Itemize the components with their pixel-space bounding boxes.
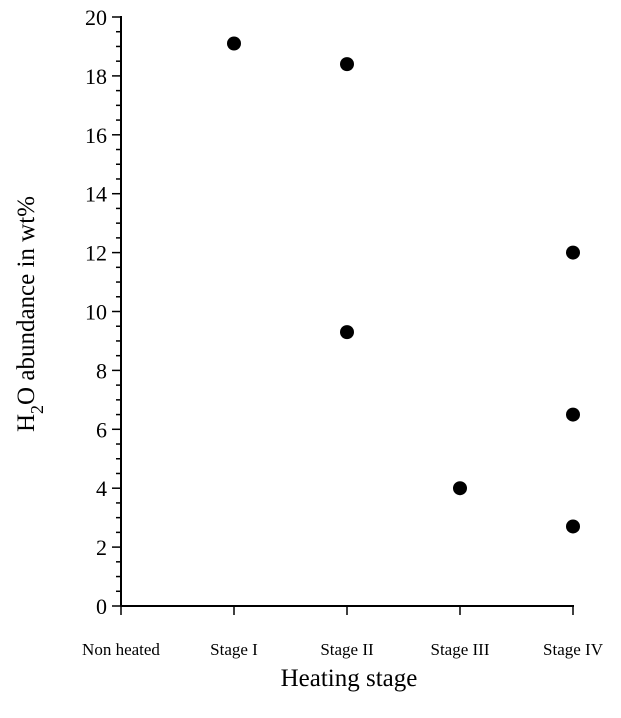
x-tick-label: Non heated: [82, 640, 160, 659]
data-point: [566, 245, 580, 260]
y-tick-label: 12: [85, 241, 107, 266]
y-axis-title-prefix: H: [13, 414, 40, 432]
y-tick-label: 8: [96, 358, 107, 383]
y-axis: 0 2 4 6 8 10 12 14 16 18 20: [85, 5, 122, 619]
data-point: [340, 325, 354, 340]
y-tick-label: 16: [85, 123, 107, 148]
data-points: [227, 36, 580, 534]
data-point: [227, 36, 241, 51]
x-tick-label: Stage III: [430, 640, 489, 659]
data-point: [566, 519, 580, 534]
y-tick-label: 10: [85, 300, 107, 325]
y-tick-label: 18: [85, 64, 107, 89]
y-tick-label: 0: [96, 594, 107, 619]
y-axis-title-suffix: O abundance in wt%: [13, 196, 40, 405]
y-tick-label: 4: [96, 476, 107, 501]
x-tick-label: Stage IV: [543, 640, 604, 659]
data-point: [453, 481, 467, 496]
x-axis: Non heated Stage I Stage II Stage III Stage …: [82, 605, 604, 659]
y-axis-title: H2O abundance in wt%: [13, 196, 47, 432]
y-tick-label: 2: [96, 535, 107, 560]
x-axis-title: Heating stage: [281, 665, 418, 692]
data-point: [340, 57, 354, 72]
y-tick-label: 6: [96, 417, 107, 442]
y-tick-label: 20: [85, 5, 107, 30]
x-tick-label: Stage I: [210, 640, 258, 659]
data-point: [566, 407, 580, 422]
x-tick-label: Stage II: [320, 640, 374, 659]
y-axis-title-subscript: 2: [27, 405, 47, 414]
y-tick-label: 14: [85, 182, 107, 207]
